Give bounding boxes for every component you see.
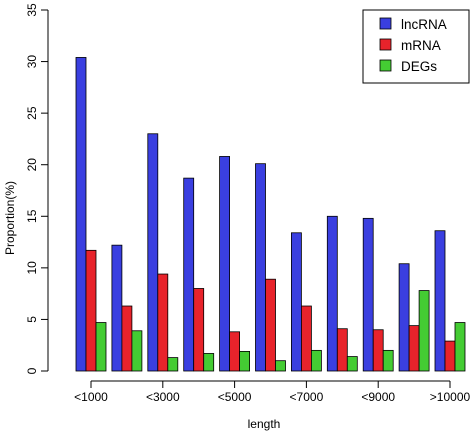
- y-axis: 0 5 10 15 20 25 30 35: [25, 3, 49, 374]
- legend-label-lncrna: lncRNA: [401, 17, 447, 32]
- bar-lncrna-9: [398, 263, 410, 372]
- bar-mrna-2: [157, 273, 169, 372]
- bars: [75, 57, 466, 372]
- y-tick-label: 20: [25, 158, 39, 172]
- bar-degs-2: [167, 357, 179, 372]
- bar-lncrna-4: [219, 156, 231, 372]
- bar-lncrna-3: [183, 177, 195, 372]
- y-tick-label: 15: [25, 209, 39, 223]
- y-tick-label: 0: [25, 367, 39, 374]
- legend-swatch-mrna: [379, 38, 392, 51]
- x-tick-label: <7000: [290, 390, 324, 404]
- bar-mrna-3: [193, 288, 205, 372]
- y-tick-label: 30: [25, 55, 39, 69]
- bar-lncrna-1: [111, 244, 123, 372]
- x-tick-label: <5000: [218, 390, 252, 404]
- y-tick-label: 35: [25, 3, 39, 17]
- bar-mrna-5: [265, 278, 276, 372]
- bar-degs-3: [203, 353, 215, 372]
- bar-lncrna-0: [75, 57, 87, 372]
- bar-mrna-0: [85, 249, 97, 372]
- bar-lncrna-7: [326, 215, 338, 372]
- bar-mrna-4: [229, 331, 241, 372]
- y-tick-label: 10: [25, 261, 39, 275]
- bar-degs-7: [346, 356, 358, 372]
- legend: lncRNA mRNA DEGs: [362, 9, 470, 84]
- y-tick-label: 25: [25, 106, 39, 120]
- legend-swatch-lncrna: [379, 17, 392, 30]
- bar-degs-4: [239, 351, 251, 372]
- bar-lncrna-5: [255, 163, 266, 372]
- bar-mrna-9: [408, 325, 420, 372]
- bar-degs-9: [418, 290, 430, 372]
- bar-lncrna-10: [434, 230, 446, 372]
- x-tick-label: <3000: [146, 390, 180, 404]
- bar-lncrna-6: [290, 232, 302, 372]
- bar-lncrna-2: [147, 133, 159, 372]
- y-axis-title: Proportion(%): [3, 181, 17, 255]
- legend-swatch-degs: [379, 59, 392, 72]
- bar-degs-6: [310, 349, 322, 372]
- x-tick-label: <1000: [74, 390, 108, 404]
- x-axis: <1000 <3000 <5000 <7000 <9000 >10000: [74, 380, 471, 404]
- bar-degs-10: [454, 322, 466, 372]
- bar-degs-1: [131, 330, 143, 372]
- y-tick-label: 5: [25, 316, 39, 323]
- bar-mrna-8: [372, 329, 384, 372]
- legend-label-degs: DEGs: [401, 59, 437, 74]
- bar-lncrna-8: [362, 217, 374, 372]
- bar-mrna-10: [444, 340, 456, 372]
- bar-degs-5: [275, 360, 286, 372]
- x-tick-label: <9000: [361, 390, 395, 404]
- bar-mrna-1: [121, 305, 133, 372]
- legend-label-mrna: mRNA: [401, 38, 441, 53]
- bar-degs-0: [95, 322, 107, 372]
- x-tick-label: >10000: [430, 390, 471, 404]
- bar-degs-8: [382, 349, 394, 372]
- x-axis-title: length: [248, 417, 281, 431]
- bar-mrna-7: [336, 328, 348, 372]
- bar-mrna-6: [300, 305, 312, 372]
